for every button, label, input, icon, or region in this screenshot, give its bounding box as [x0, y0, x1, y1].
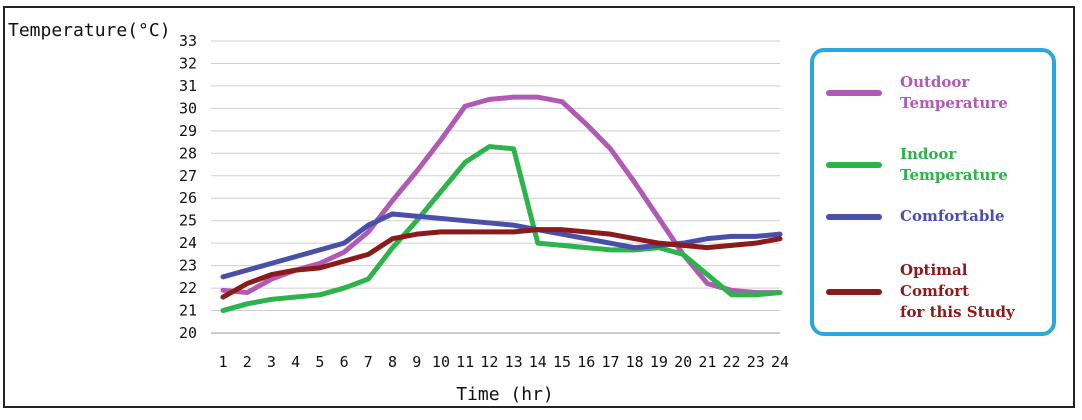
y-tick-labels: 20 21 22 23 24 25 26 27 28 29 30 31 32 33	[179, 32, 197, 342]
legend-entry: Indoor Temperature	[826, 144, 1040, 186]
y-tick-label: 27	[179, 167, 197, 185]
y-tick-label: 29	[179, 122, 197, 140]
legend-swatch	[826, 90, 882, 96]
x-tick-label: 20	[674, 353, 692, 371]
x-tick-label: 5	[315, 353, 324, 371]
x-tick-label: 8	[388, 353, 397, 371]
y-tick-label: 32	[179, 54, 197, 72]
y-tick-label: 24	[179, 234, 197, 252]
x-tick-label: 6	[340, 353, 349, 371]
gridlines	[211, 40, 780, 334]
y-tick-label: 33	[179, 32, 197, 50]
y-tick-label: 23	[179, 257, 197, 275]
series-lines	[220, 94, 783, 314]
x-tick-labels: 1 2 3 4 5 6 7 8 9 10 11 12 13 14 15 16 17 18 19 20 21 22 23 24	[218, 353, 789, 371]
y-tick-label: 30	[179, 99, 197, 117]
legend-swatch	[826, 288, 882, 295]
legend-swatch	[826, 162, 882, 168]
x-tick-label: 2	[243, 353, 252, 371]
x-tick-label: 10	[432, 353, 450, 371]
y-tick-label: 31	[179, 77, 197, 95]
x-tick-label: 16	[577, 353, 595, 371]
x-axis-label: Time (hr)	[456, 384, 554, 405]
series-line-optimal-comfort-for-this-study	[220, 227, 783, 300]
x-tick-label: 12	[480, 353, 498, 371]
x-tick-label: 14	[529, 353, 547, 371]
y-tick-label: 25	[179, 212, 197, 230]
series-line-comfortable	[220, 211, 783, 280]
legend-entry: Optimal Comfort for this Study	[826, 260, 1040, 323]
x-tick-label: 13	[505, 353, 523, 371]
y-tick-label: 20	[179, 324, 197, 342]
x-tick-label: 23	[747, 353, 765, 371]
chart-frame	[3, 6, 1075, 408]
x-tick-label: 4	[291, 353, 300, 371]
legend-label: Indoor Temperature	[900, 145, 1008, 184]
x-tick-label: 18	[626, 353, 644, 371]
y-tick-label: 28	[179, 144, 197, 162]
y-tick-label: 21	[179, 302, 197, 320]
x-tick-label: 7	[364, 353, 373, 371]
x-tick-label: 17	[601, 353, 619, 371]
legend-label: Optimal Comfort for this Study	[900, 261, 1015, 321]
x-tick-label: 19	[650, 353, 668, 371]
legend-entry: Comfortable	[826, 206, 1040, 227]
x-tick-label: 11	[456, 353, 474, 371]
x-tick-label: 1	[218, 353, 227, 371]
legend-label: Outdoor Temperature	[900, 73, 1008, 112]
x-tick-label: 3	[267, 353, 276, 371]
x-tick-label: 22	[723, 353, 741, 371]
legend-swatch	[826, 213, 882, 220]
legend-entry: Outdoor Temperature	[826, 72, 1040, 114]
x-tick-label: 15	[553, 353, 571, 371]
legend-label: Comfortable	[900, 207, 1005, 225]
y-axis-label: Temperature(°C)	[8, 20, 171, 41]
x-tick-label: 21	[698, 353, 716, 371]
y-tick-label: 22	[179, 279, 197, 297]
series-line-indoor-temperature	[220, 144, 783, 314]
legend: Outdoor Temperature Indoor Temperature Comfo…	[810, 48, 1056, 336]
x-tick-label: 24	[771, 353, 789, 371]
x-tick-label: 9	[412, 353, 421, 371]
y-tick-label: 26	[179, 189, 197, 207]
